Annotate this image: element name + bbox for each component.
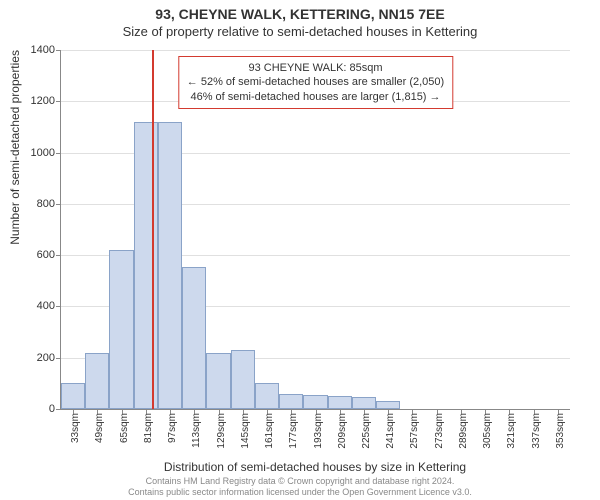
xtick-label: 321sqm — [506, 409, 517, 449]
ytick-label: 200 — [37, 352, 61, 364]
marker-line — [152, 50, 154, 409]
callout-line-2: ← 52% of semi-detached houses are smalle… — [187, 75, 444, 89]
y-axis-label: Number of semi-detached properties — [8, 0, 22, 230]
ytick-label: 800 — [37, 198, 61, 210]
xtick-label: 49sqm — [94, 409, 105, 443]
xtick-label: 97sqm — [167, 409, 178, 443]
xtick-label: 241sqm — [385, 409, 396, 449]
histogram-bar — [85, 353, 109, 409]
xtick-label: 337sqm — [531, 409, 542, 449]
xtick-label: 161sqm — [264, 409, 275, 449]
histogram-bar — [109, 250, 133, 409]
histogram-bar — [279, 394, 303, 409]
histogram-bar — [231, 350, 255, 409]
plot-area: 020040060080010001200140033sqm49sqm65sqm… — [60, 50, 570, 410]
xtick-label: 145sqm — [240, 409, 251, 449]
histogram-bar — [255, 383, 279, 409]
histogram-bar — [328, 396, 352, 409]
chart-title: 93, CHEYNE WALK, KETTERING, NN15 7EE — [0, 0, 600, 22]
xtick-label: 129sqm — [216, 409, 227, 449]
chart-container: 93, CHEYNE WALK, KETTERING, NN15 7EE Siz… — [0, 0, 600, 500]
ytick-label: 1200 — [31, 95, 61, 107]
histogram-bar — [158, 122, 182, 409]
xtick-label: 353sqm — [555, 409, 566, 449]
xtick-label: 65sqm — [119, 409, 130, 443]
xtick-label: 273sqm — [434, 409, 445, 449]
callout-box: 93 CHEYNE WALK: 85sqm ← 52% of semi-deta… — [178, 56, 453, 109]
footer-line-1: Contains HM Land Registry data © Crown c… — [0, 476, 600, 487]
ytick-label: 1400 — [31, 44, 61, 56]
xtick-label: 177sqm — [288, 409, 299, 449]
xtick-label: 113sqm — [191, 409, 202, 448]
xtick-label: 305sqm — [482, 409, 493, 449]
callout-line-1: 93 CHEYNE WALK: 85sqm — [187, 61, 444, 75]
xtick-label: 257sqm — [409, 409, 420, 449]
histogram-bar — [182, 267, 206, 409]
ytick-label: 1000 — [31, 147, 61, 159]
xtick-label: 193sqm — [313, 409, 324, 449]
gridline — [61, 50, 570, 51]
xtick-label: 289sqm — [458, 409, 469, 449]
callout-line-3: 46% of semi-detached houses are larger (… — [187, 90, 444, 104]
ytick-label: 0 — [49, 403, 61, 415]
chart-subtitle: Size of property relative to semi-detach… — [0, 22, 600, 39]
histogram-bar — [206, 353, 230, 409]
xtick-label: 33sqm — [70, 409, 81, 443]
xtick-label: 81sqm — [143, 409, 154, 443]
xtick-label: 225sqm — [361, 409, 372, 449]
histogram-bar — [134, 122, 158, 409]
footer: Contains HM Land Registry data © Crown c… — [0, 476, 600, 498]
footer-line-2: Contains public sector information licen… — [0, 487, 600, 498]
x-axis-label: Distribution of semi-detached houses by … — [60, 460, 570, 474]
ytick-label: 400 — [37, 300, 61, 312]
histogram-bar — [352, 397, 376, 409]
histogram-bar — [303, 395, 327, 409]
histogram-bar — [376, 401, 400, 409]
xtick-label: 209sqm — [337, 409, 348, 449]
ytick-label: 600 — [37, 249, 61, 261]
histogram-bar — [61, 383, 85, 409]
